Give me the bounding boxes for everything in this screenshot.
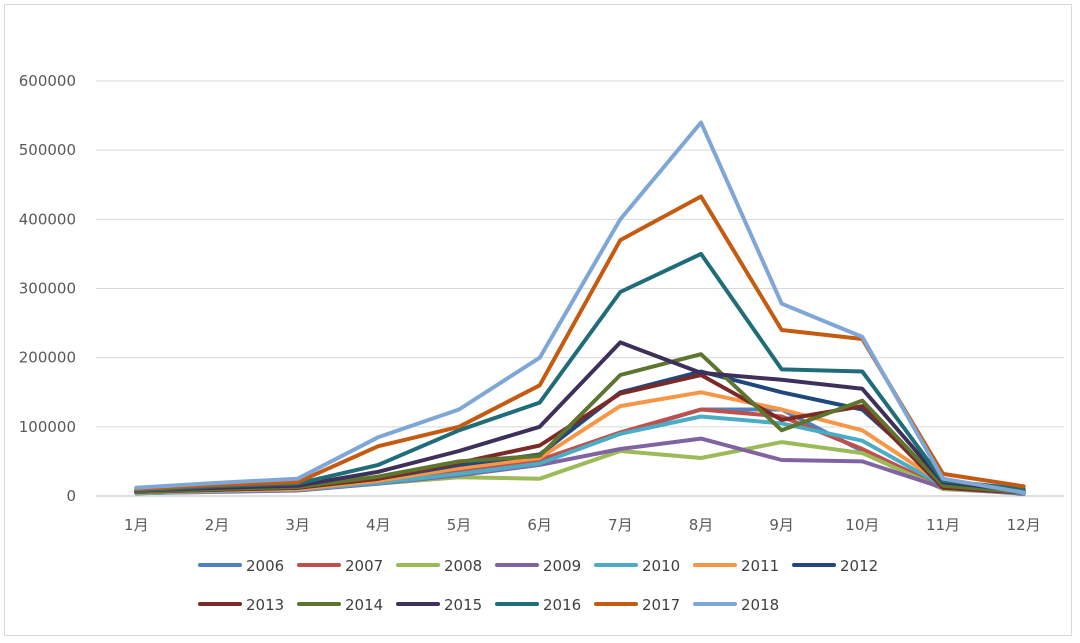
- legend: 2006 2007 2008 2009 2010 2011 2012 2013 2014 2015…: [198, 557, 878, 614]
- x-tick-label: 5月: [447, 516, 472, 534]
- legend-label-2016: 2016: [543, 596, 581, 614]
- y-tick-label: 400000: [19, 210, 76, 228]
- legend-label-2011: 2011: [741, 557, 779, 575]
- x-tick-label: 2月: [205, 516, 230, 534]
- y-tick-label: 600000: [19, 72, 76, 90]
- x-tick-label: 6月: [527, 516, 552, 534]
- x-tick-label: 4月: [366, 516, 391, 534]
- x-tick-label: 8月: [689, 516, 714, 534]
- x-tick-label: 10月: [845, 516, 879, 534]
- legend-label-2012: 2012: [840, 557, 878, 575]
- series-lines: [134, 120, 1026, 496]
- x-tick-label: 1月: [124, 516, 149, 534]
- y-tick-label: 300000: [19, 280, 76, 298]
- y-tick-label: 0: [66, 487, 76, 505]
- legend-label-2009: 2009: [543, 557, 581, 575]
- y-tick-label: 500000: [19, 141, 76, 159]
- legend-label-2007: 2007: [345, 557, 383, 575]
- y-tick-label: 100000: [19, 418, 76, 436]
- legend-label-2014: 2014: [345, 596, 383, 614]
- y-axis-ticks: 0 100000 200000 300000 400000 500000 600000: [19, 72, 76, 505]
- series-line-2018: [134, 120, 1026, 495]
- legend-label-2010: 2010: [642, 557, 680, 575]
- legend-label-2017: 2017: [642, 596, 680, 614]
- legend-label-2008: 2008: [444, 557, 482, 575]
- legend-label-2013: 2013: [246, 596, 284, 614]
- legend-label-2006: 2006: [246, 557, 284, 575]
- x-tick-label: 3月: [285, 516, 310, 534]
- x-tick-label: 11月: [926, 516, 960, 534]
- legend-label-2018: 2018: [741, 596, 779, 614]
- x-axis-ticks: 1月 2月 3月 4月 5月 6月 7月 8月 9月 10月 11月 12月: [124, 516, 1041, 534]
- y-tick-label: 200000: [19, 349, 76, 367]
- x-tick-label: 12月: [1007, 516, 1041, 534]
- x-tick-label: 7月: [608, 516, 633, 534]
- chart-frame: [4, 4, 1072, 636]
- legend-label-2015: 2015: [444, 596, 482, 614]
- x-tick-label: 9月: [769, 516, 794, 534]
